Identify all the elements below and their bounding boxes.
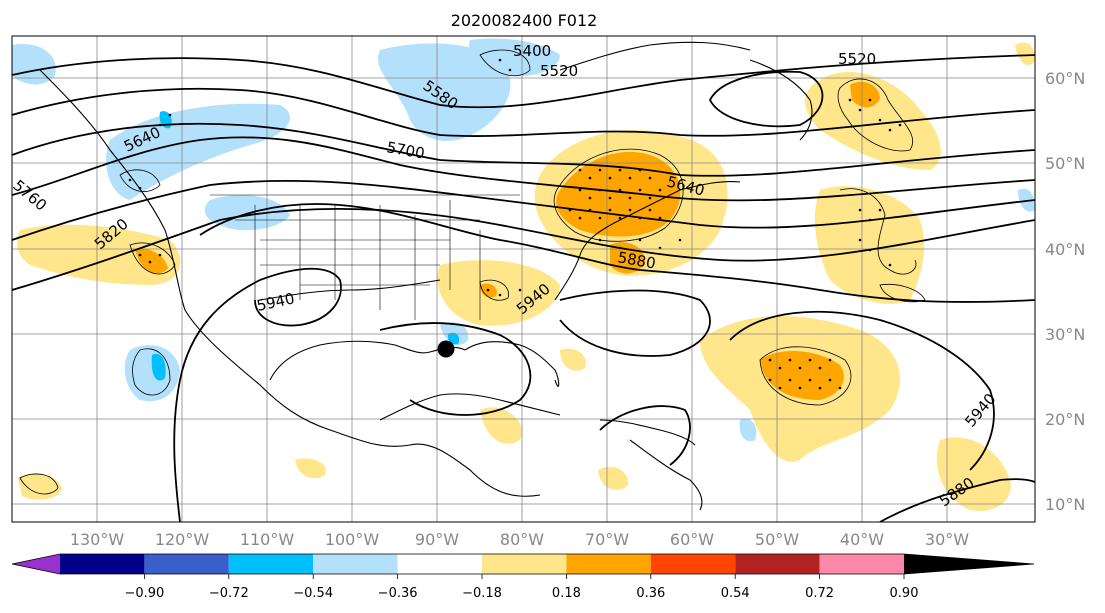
map-panel: 5400 5520 5520 5580 5640 5700 5640 5760 … [11, 35, 1036, 523]
colorbar-segment [566, 554, 651, 574]
colorbar-tick-label: −0.54 [293, 586, 333, 601]
map-border [11, 35, 1036, 523]
lat-label: 50°N [1045, 154, 1085, 173]
colorbar-tick-marks [143, 574, 905, 579]
colorbar-segment [228, 554, 314, 574]
colorbar-segment [60, 554, 145, 574]
lon-label: 40°W [840, 530, 884, 549]
lon-label: 80°W [500, 530, 544, 549]
lat-label: 20°N [1045, 410, 1085, 429]
colorbar-tick-label: −0.90 [124, 586, 164, 601]
lat-label: 30°N [1045, 325, 1085, 344]
height-contours [12, 54, 1035, 522]
colorbar-tick-label: −0.72 [209, 586, 249, 601]
graticule [12, 36, 1035, 522]
lon-label: 120°W [155, 530, 210, 549]
colorbar-tick-label: 0.36 [636, 586, 665, 601]
lat-label: 60°N [1045, 69, 1085, 88]
colorbar-segment [482, 554, 567, 574]
colorbar-segment [819, 554, 904, 574]
lon-label: 90°W [415, 530, 459, 549]
colorbar: −0.90 −0.72 −0.54 −0.36 −0.18 0.18 0.36 … [11, 553, 1035, 601]
contour-label: 5520 [540, 62, 578, 80]
lon-label: 100°W [325, 530, 380, 549]
colorbar-segment [650, 554, 736, 574]
colorbar-segment [144, 554, 229, 574]
storm-position-dot [437, 340, 455, 358]
lon-label: 30°W [925, 530, 969, 549]
colorbar-extend-low [12, 554, 60, 574]
lat-label: 10°N [1045, 495, 1085, 514]
colorbar-segment [313, 554, 398, 574]
positive-strong-anomaly-areas [135, 81, 880, 400]
colorbar-segment [397, 554, 482, 574]
latitude-labels: 60°N 50°N 40°N 30°N 20°N 10°N [1045, 69, 1085, 514]
colorbar-tick-label: −0.36 [378, 586, 418, 601]
anomaly-contours [19, 49, 926, 495]
colorbar-tick-label: 0.72 [805, 586, 834, 601]
longitude-labels: 130°W 120°W 110°W 100°W 90°W 80°W 70°W 6… [70, 530, 969, 549]
lon-label: 130°W [70, 530, 125, 549]
colorbar-tick-label: 0.90 [890, 586, 919, 601]
colorbar-tick-label: −0.18 [462, 586, 502, 601]
contour-label: 5520 [838, 50, 876, 68]
lon-label: 60°W [670, 530, 714, 549]
lon-label: 110°W [240, 530, 295, 549]
colorbar-segment [735, 554, 820, 574]
colorbar-tick-label: 0.18 [552, 586, 581, 601]
lat-label: 40°N [1045, 240, 1085, 259]
map-title: 2020082400 F012 [451, 11, 598, 30]
colorbar-extend-high [904, 554, 1034, 574]
contour-label: 5400 [513, 42, 551, 60]
colorbar-outline [11, 553, 1035, 575]
colorbar-tick-label: 0.54 [721, 586, 750, 601]
lon-label: 50°W [755, 530, 799, 549]
state-borders [210, 194, 520, 320]
lon-label: 70°W [585, 530, 629, 549]
